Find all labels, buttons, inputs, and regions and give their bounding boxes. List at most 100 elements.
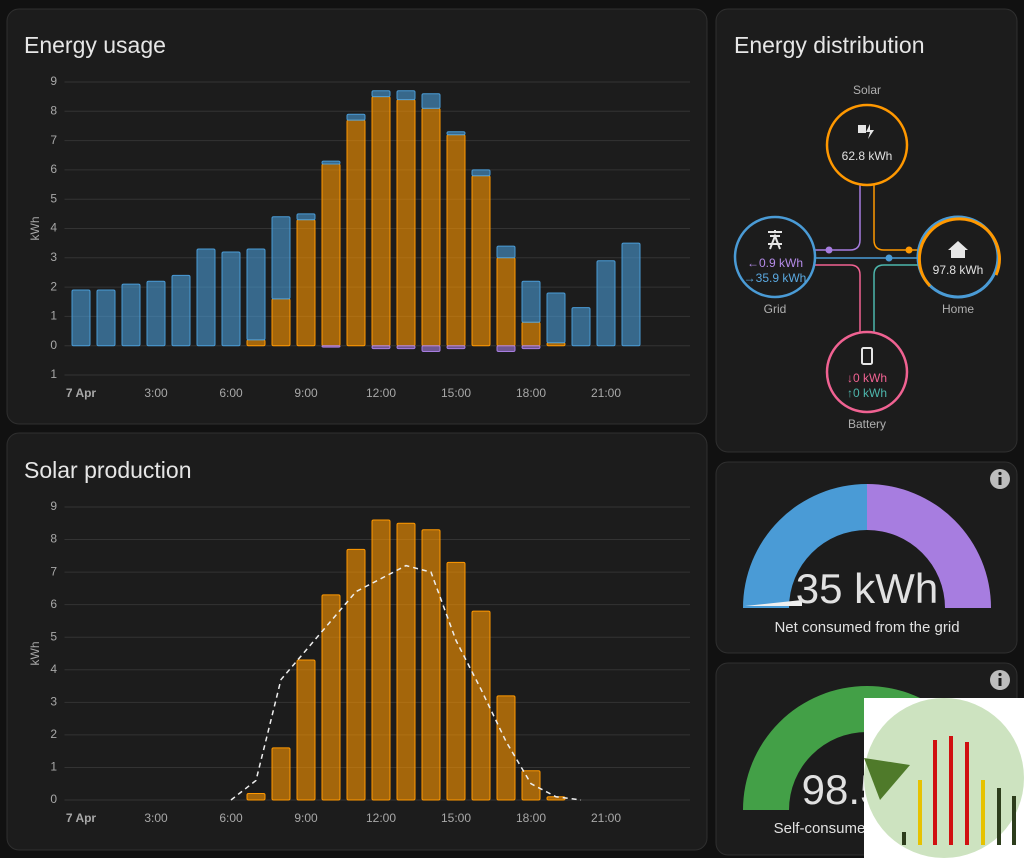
card-title: Energy distribution bbox=[734, 32, 925, 58]
x-tick-label: 15:00 bbox=[441, 386, 471, 400]
bar bbox=[246, 339, 266, 347]
bar bbox=[496, 695, 516, 801]
bar bbox=[171, 274, 191, 347]
y-tick-label: 8 bbox=[50, 532, 57, 546]
bar bbox=[446, 134, 466, 347]
home-ring bbox=[917, 217, 1001, 288]
y-tick-label: 1 bbox=[50, 309, 57, 323]
y-tick-label: 0 bbox=[50, 338, 57, 352]
bar bbox=[521, 280, 541, 323]
node-value: ←0.9 kWh bbox=[747, 256, 803, 270]
solar-node bbox=[825, 103, 909, 187]
bar bbox=[346, 548, 366, 801]
y-tick-label: 2 bbox=[50, 727, 57, 741]
bar bbox=[396, 522, 416, 801]
bar bbox=[321, 163, 341, 347]
y-tick-label: 5 bbox=[50, 629, 57, 643]
bar bbox=[71, 289, 91, 347]
bar bbox=[196, 248, 216, 347]
bar bbox=[446, 561, 466, 801]
overlay-thumbnail bbox=[864, 698, 1024, 858]
y-tick-label: 5 bbox=[50, 191, 57, 205]
y-tick-label: 0 bbox=[50, 792, 57, 806]
node-value: ↑0 kWh bbox=[847, 386, 887, 400]
battery-icon bbox=[861, 347, 873, 365]
node-label: Home bbox=[942, 302, 974, 316]
bar bbox=[521, 770, 541, 801]
bar bbox=[296, 219, 316, 347]
gauge-arc bbox=[743, 484, 867, 608]
x-tick-label: 7 Apr bbox=[66, 811, 97, 825]
bar bbox=[396, 345, 416, 350]
bar bbox=[621, 242, 641, 347]
y-tick-label: 6 bbox=[50, 597, 57, 611]
node-label: Battery bbox=[848, 417, 886, 431]
flow-dot bbox=[825, 246, 833, 254]
bar bbox=[546, 292, 566, 344]
x-tick-label: 15:00 bbox=[441, 811, 471, 825]
y-tick-label: 3 bbox=[50, 250, 57, 264]
bar bbox=[421, 529, 441, 801]
bar bbox=[321, 594, 341, 801]
bar bbox=[396, 99, 416, 347]
bar bbox=[371, 345, 391, 350]
card bbox=[715, 8, 1018, 453]
flow-dot bbox=[885, 254, 893, 262]
x-tick-label: 12:00 bbox=[366, 811, 396, 825]
y-tick-label: 7 bbox=[50, 133, 57, 147]
y-tick-label: 2 bbox=[50, 279, 57, 293]
x-tick-label: 21:00 bbox=[591, 386, 621, 400]
node-value: ↓0 kWh bbox=[847, 371, 887, 385]
bar bbox=[346, 113, 366, 121]
info-icon-bar bbox=[998, 477, 1002, 485]
info-icon-dot bbox=[998, 471, 1002, 476]
flow bbox=[815, 264, 861, 332]
bar bbox=[246, 248, 266, 341]
bar bbox=[371, 519, 391, 801]
node-value: 97.8 kWh bbox=[933, 263, 984, 277]
bar bbox=[471, 169, 491, 177]
bar bbox=[121, 283, 141, 347]
y-tick-label: 9 bbox=[50, 74, 57, 88]
thumb-shape bbox=[864, 758, 910, 800]
bar bbox=[96, 289, 116, 347]
y-tick-label: 1 bbox=[50, 760, 57, 774]
y-axis-label: kWh bbox=[28, 642, 42, 666]
bar bbox=[496, 257, 516, 347]
card-title: Energy usage bbox=[24, 32, 166, 58]
bar bbox=[396, 90, 416, 101]
bar bbox=[346, 119, 366, 347]
y-tick-label: 9 bbox=[50, 499, 57, 513]
bar bbox=[296, 213, 316, 221]
flow-dot bbox=[905, 246, 913, 254]
grid-icon bbox=[768, 230, 782, 250]
y-tick-label: 4 bbox=[50, 221, 57, 235]
y-tick-label: 6 bbox=[50, 162, 57, 176]
x-tick-label: 21:00 bbox=[591, 811, 621, 825]
y-tick-label: 7 bbox=[50, 564, 57, 578]
x-tick-label: 18:00 bbox=[516, 386, 546, 400]
line bbox=[230, 564, 582, 801]
x-tick-label: 7 Apr bbox=[66, 386, 97, 400]
bar bbox=[371, 90, 391, 98]
y-tick-label: 1 bbox=[50, 367, 57, 381]
bar bbox=[421, 345, 441, 353]
bar bbox=[221, 251, 241, 347]
bar bbox=[471, 610, 491, 801]
bar bbox=[521, 345, 541, 350]
bar bbox=[421, 93, 441, 109]
bar bbox=[321, 345, 341, 348]
x-tick-label: 3:00 bbox=[144, 386, 168, 400]
gauge-value: 35 kWh bbox=[796, 565, 938, 612]
gauge-label: Net consumed from the grid bbox=[774, 619, 959, 636]
x-tick-label: 12:00 bbox=[366, 386, 396, 400]
bar bbox=[446, 345, 466, 350]
node-label: Solar bbox=[853, 83, 881, 97]
bar bbox=[571, 307, 591, 347]
y-tick-label: 4 bbox=[50, 662, 57, 676]
y-tick-label: 8 bbox=[50, 103, 57, 117]
bar bbox=[146, 280, 166, 347]
